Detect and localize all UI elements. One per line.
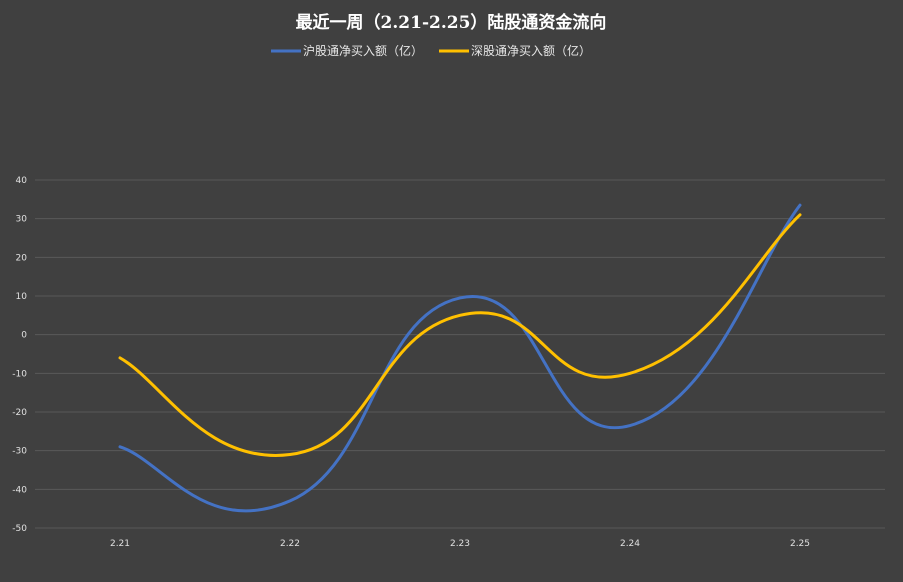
x-tick-label: 2.24 [620, 539, 640, 549]
series-lines [118, 203, 802, 513]
legend-label-sz: 深股通净买入额（亿） [471, 43, 591, 58]
y-tick-label: 20 [16, 253, 28, 263]
x-tick-label: 2.22 [280, 539, 300, 549]
x-tick-label: 2.21 [110, 539, 130, 549]
x-tick-label: 2.23 [450, 539, 470, 549]
series-line-sh [118, 203, 802, 513]
x-tick-label: 2.25 [790, 539, 810, 549]
y-tick-label: -30 [12, 447, 27, 457]
gridlines [35, 179, 885, 529]
y-tick-label: 10 [16, 292, 28, 302]
y-tick-label: -10 [12, 369, 27, 379]
y-tick-label: -40 [12, 485, 27, 495]
y-tick-label: 30 [16, 215, 28, 225]
legend-label-sh: 沪股通净买入额（亿） [303, 43, 423, 58]
y-tick-label: -20 [12, 408, 27, 418]
y-axis: 40 30 20 10 0 -10 -20 -30 -40 -50 [12, 176, 27, 534]
y-tick-label: 0 [21, 331, 27, 341]
y-tick-label: 40 [16, 176, 28, 186]
y-tick-label: -50 [12, 524, 27, 534]
chart-title: 最近一周（2.21-2.25）陆股通资金流向 [296, 12, 607, 33]
x-axis: 2.21 2.22 2.23 2.24 2.25 [110, 539, 810, 549]
legend: 沪股通净买入额（亿） 深股通净买入额（亿） [271, 43, 591, 58]
series-line-sz [118, 213, 802, 457]
